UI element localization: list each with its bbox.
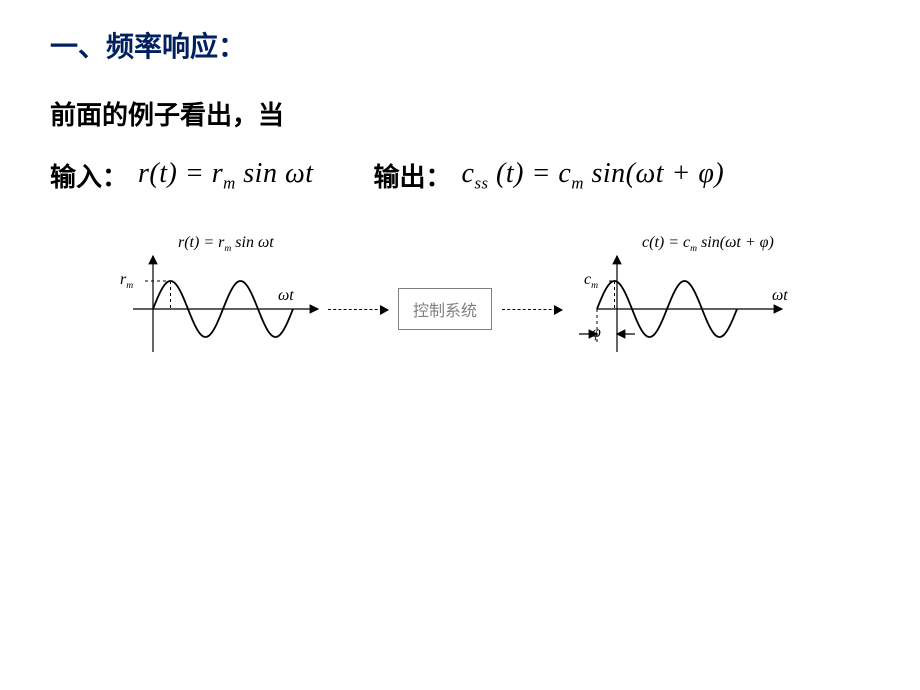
diagram-row: r(t) = rm sin ωt rm ωt 控制系统 c(t) = cm si… — [50, 239, 870, 379]
input-formula: r(t) = rm sin ωt — [138, 158, 314, 194]
output-y-amplitude-label: cm — [584, 271, 598, 291]
title-prefix: 一、 — [50, 32, 106, 63]
input-plot-formula: r(t) = rm sin ωt — [178, 234, 274, 254]
output-phase-label: φ — [592, 324, 601, 342]
output-wave-svg — [572, 239, 812, 399]
formula-row: 输入： r(t) = rm sin ωt 输出： css (t) = cm si… — [50, 157, 870, 194]
arrow-from-system — [502, 309, 562, 310]
input-wave-svg — [108, 239, 318, 379]
output-formula: css (t) = cm sin(ωt + φ) — [462, 158, 725, 194]
input-x-axis-label: ωt — [278, 287, 294, 305]
section-title: 一、频率响应： — [50, 25, 870, 65]
input-label: 输入： — [50, 157, 128, 194]
output-label: 输出： — [374, 157, 452, 194]
output-plot-formula: c(t) = cm sin(ωt + φ) — [642, 234, 774, 254]
subtitle-text: 前面的例子看出，当 — [50, 95, 870, 132]
input-wave-plot: r(t) = rm sin ωt rm ωt — [108, 239, 318, 379]
title-main: 频率响应： — [106, 32, 246, 63]
control-system-box: 控制系统 — [398, 288, 492, 330]
input-y-amplitude-label: rm — [120, 271, 133, 291]
output-x-axis-label: ωt — [772, 287, 788, 305]
output-wave-plot: c(t) = cm sin(ωt + φ) cm ωt φ — [572, 239, 812, 379]
arrow-to-system — [328, 309, 388, 310]
